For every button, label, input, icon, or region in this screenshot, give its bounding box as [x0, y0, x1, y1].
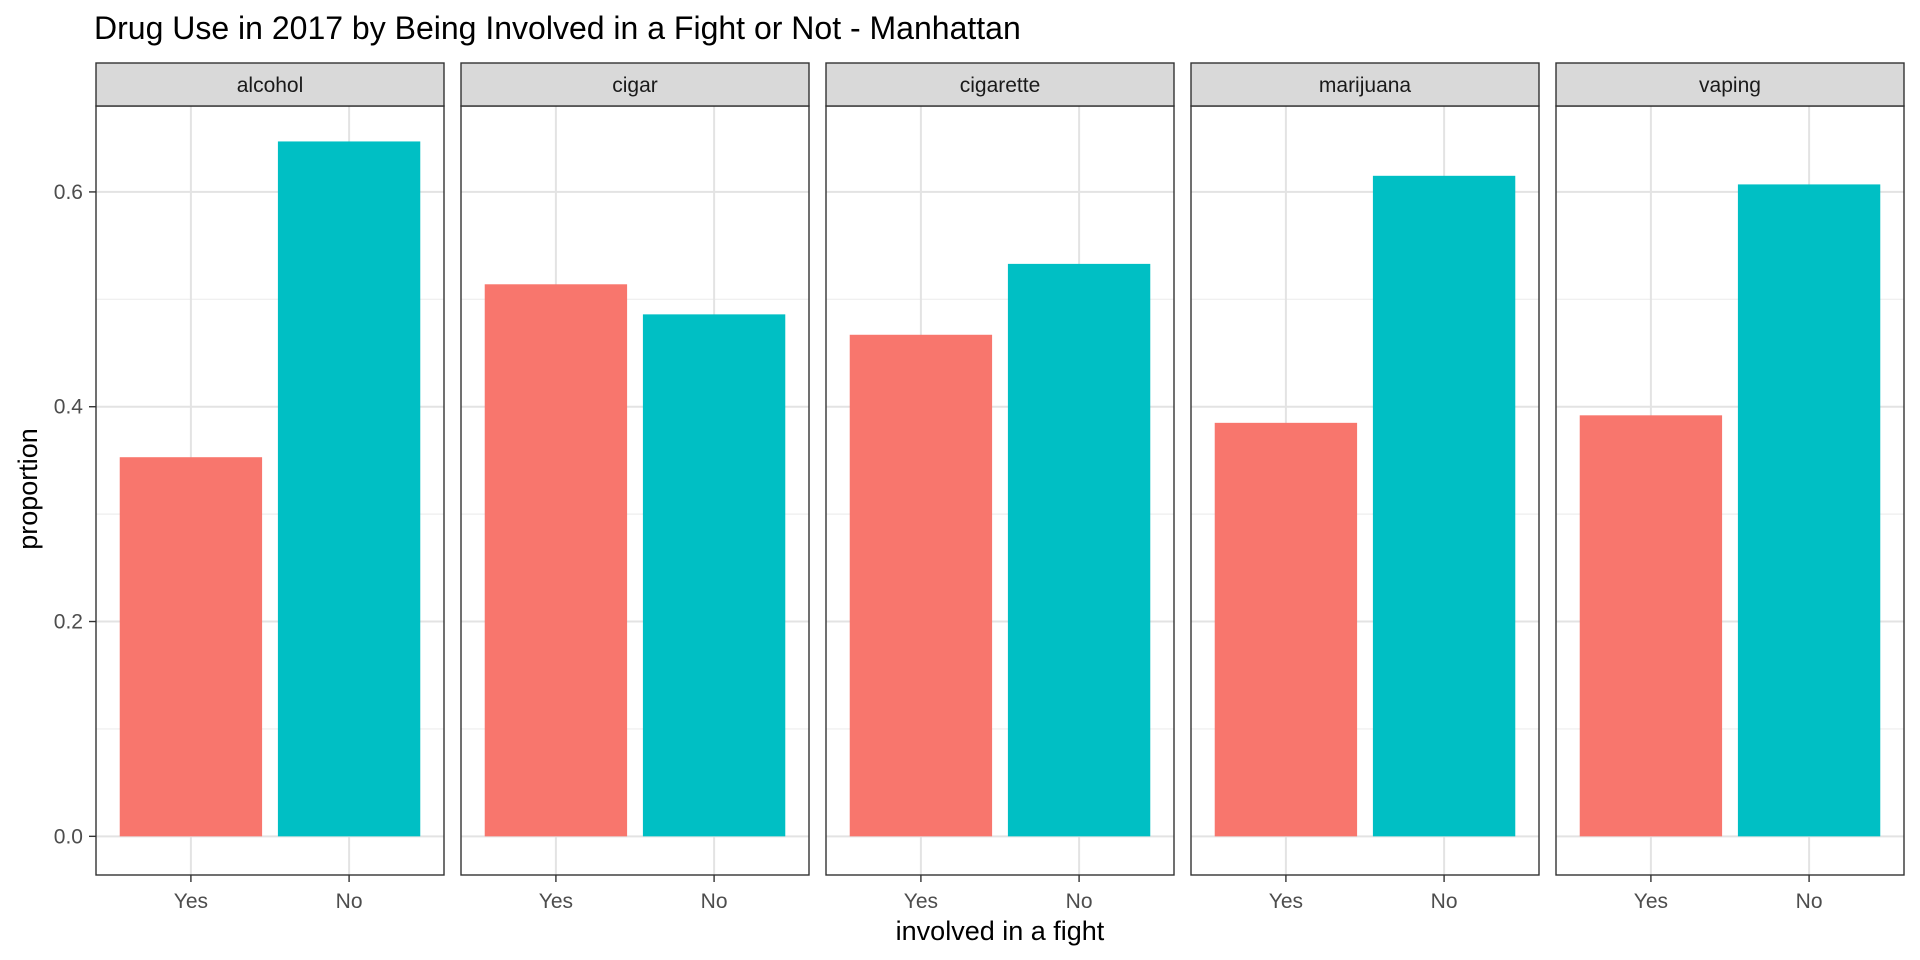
bar-cigar-yes [484, 284, 628, 837]
bar-vaping-yes [1579, 415, 1723, 837]
facet-strip-label: cigar [612, 74, 658, 97]
bar-vaping-no [1737, 184, 1881, 837]
facet-panel-cigar: cigar Yes No [460, 62, 810, 913]
bar-marijuana-yes [1214, 422, 1358, 837]
facet-strip [95, 62, 445, 107]
facet-panel-alcohol: alcohol Yes No [95, 62, 445, 913]
y-tick-label: 0.0 [54, 825, 83, 848]
facet-panel-marijuana: marijuana Yes No [1190, 62, 1540, 913]
x-tick-label: Yes [1634, 890, 1668, 913]
x-tick-label: Yes [539, 890, 573, 913]
x-tick-label: No [701, 890, 728, 913]
bar-marijuana-no [1372, 175, 1516, 837]
x-tick-label: Yes [174, 890, 208, 913]
y-tick-label: 0.4 [54, 396, 84, 419]
bar-cigar-no [642, 314, 786, 837]
facet-strip-label: marijuana [1319, 74, 1412, 97]
facet-strip-label: cigarette [960, 74, 1041, 97]
bar-alcohol-no [277, 141, 421, 837]
facet-panel-cigarette: cigarette Yes No [825, 62, 1175, 913]
bar-cigarette-yes [849, 334, 993, 837]
facet-panel-vaping: vaping Yes No [1555, 62, 1905, 913]
facet-strip [460, 62, 810, 107]
facet-strip [825, 62, 1175, 107]
x-tick-label: No [1431, 890, 1458, 913]
bar-alcohol-yes [119, 457, 263, 837]
y-axis: 0.0 0.2 0.4 0.6 [54, 181, 96, 848]
y-tick-label: 0.2 [54, 611, 83, 634]
facet-strip-label: alcohol [237, 74, 304, 97]
x-tick-label: No [1796, 890, 1823, 913]
x-tick-label: Yes [1269, 890, 1303, 913]
facet-strip [1555, 62, 1905, 107]
chart-title: Drug Use in 2017 by Being Involved in a … [94, 10, 1021, 46]
x-tick-label: No [1066, 890, 1093, 913]
y-tick-label: 0.6 [54, 181, 83, 204]
x-axis-title: involved in a fight [896, 916, 1105, 946]
facet-strip [1190, 62, 1540, 107]
x-tick-label: Yes [904, 890, 938, 913]
facet-strip-label: vaping [1699, 74, 1761, 97]
y-axis-title: proportion [13, 428, 43, 550]
bar-cigarette-no [1007, 263, 1151, 837]
x-tick-label: No [336, 890, 363, 913]
